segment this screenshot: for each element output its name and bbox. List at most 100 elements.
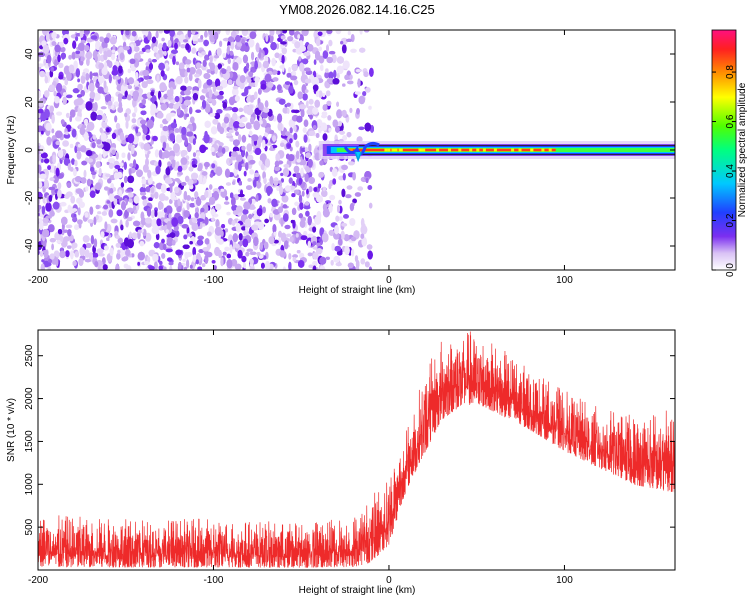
noise-speckle: [77, 207, 81, 216]
noise-speckle: [76, 97, 84, 106]
noise-speckle: [95, 161, 101, 168]
noise-speckle: [152, 253, 159, 262]
noise-speckle: [109, 247, 114, 257]
noise-speckle: [158, 43, 163, 50]
noise-speckle: [288, 253, 292, 260]
noise-speckle: [225, 182, 232, 186]
noise-speckle: [202, 247, 210, 252]
noise-speckle: [38, 181, 43, 188]
noise-speckle: [262, 139, 266, 149]
noise-speckle: [247, 178, 252, 182]
noise-speckle: [174, 186, 180, 193]
noise-speckle: [201, 66, 206, 71]
noise-speckle: [174, 128, 180, 133]
noise-speckle: [322, 208, 330, 218]
noise-speckle: [318, 55, 325, 64]
noise-speckle: [155, 233, 160, 241]
noise-speckle: [186, 233, 193, 237]
noise-speckle: [44, 76, 49, 84]
noise-speckle: [109, 36, 117, 45]
noise-speckle: [304, 67, 311, 72]
noise-speckle: [325, 256, 330, 260]
noise-speckle: [127, 152, 131, 161]
noise-speckle: [172, 84, 177, 90]
noise-speckle: [173, 143, 180, 153]
noise-speckle: [120, 224, 124, 231]
noise-speckle: [317, 31, 323, 36]
noise-speckle: [183, 99, 191, 106]
noise-speckle: [249, 258, 254, 265]
noise-speckle: [54, 96, 60, 104]
noise-speckle: [304, 89, 309, 93]
noise-speckle: [197, 79, 202, 89]
noise-speckle: [83, 131, 89, 141]
noise-speckle: [184, 76, 189, 84]
band-hotspot: [548, 148, 552, 152]
noise-speckle: [147, 150, 151, 154]
noise-speckle: [111, 132, 117, 139]
noise-speckle: [163, 207, 168, 213]
noise-speckle: [202, 223, 206, 227]
noise-speckle: [72, 40, 77, 49]
noise-speckle: [348, 161, 355, 166]
noise-speckle: [325, 68, 329, 73]
noise-speckle: [335, 30, 342, 35]
noise-speckle: [93, 102, 98, 112]
noise-speckle: [38, 221, 44, 231]
noise-speckle: [300, 45, 306, 52]
noise-speckle: [239, 75, 246, 84]
noise-speckle: [226, 211, 231, 216]
noise-speckle: [214, 65, 218, 75]
noise-speckle: [288, 67, 292, 73]
noise-speckle: [98, 45, 103, 54]
noise-speckle: [137, 229, 142, 234]
noise-speckle: [69, 109, 76, 118]
noise-speckle: [68, 54, 72, 60]
noise-speckle: [89, 206, 94, 215]
noise-speckle: [247, 85, 252, 90]
noise-speckle: [74, 251, 80, 258]
noise-speckle: [111, 149, 116, 156]
noise-speckle: [169, 30, 175, 37]
noise-speckle: [357, 186, 364, 191]
noise-speckle: [204, 254, 209, 264]
noise-speckle: [127, 68, 131, 74]
noise-speckle: [119, 132, 125, 141]
noise-speckle: [294, 201, 299, 206]
noise-speckle: [86, 57, 90, 66]
noise-speckle: [150, 103, 157, 112]
noise-speckle: [76, 150, 82, 160]
noise-speckle: [85, 73, 90, 81]
noise-speckle: [186, 252, 192, 257]
noise-speckle: [349, 203, 355, 212]
noise-speckle: [43, 249, 49, 258]
noise-speckle: [86, 124, 92, 131]
noise-speckle: [289, 30, 295, 36]
noise-speckle: [154, 161, 159, 167]
noise-speckle: [137, 261, 141, 266]
noise-speckle: [101, 257, 106, 265]
noise-speckle: [177, 198, 181, 207]
noise-speckle: [189, 106, 193, 115]
noise-speckle: [117, 237, 123, 244]
noise-speckle: [93, 238, 98, 248]
noise-speckle: [128, 168, 132, 176]
noise-speckle: [327, 115, 332, 121]
noise-speckle: [155, 53, 160, 60]
noise-speckle: [222, 101, 227, 109]
noise-speckle: [198, 249, 204, 254]
noise-speckle: [233, 139, 240, 146]
noise-speckle: [130, 145, 135, 155]
noise-speckle: [326, 30, 333, 34]
noise-speckle: [342, 135, 348, 141]
noise-speckle: [343, 214, 349, 219]
noise-speckle: [361, 222, 366, 231]
noise-speckle: [141, 178, 147, 185]
noise-speckle: [171, 217, 178, 227]
noise-speckle: [253, 120, 261, 131]
noise-speckle: [231, 259, 238, 267]
noise-speckle: [86, 158, 94, 163]
noise-speckle: [325, 90, 331, 97]
noise-speckle: [174, 178, 180, 182]
noise-speckle: [86, 178, 92, 187]
